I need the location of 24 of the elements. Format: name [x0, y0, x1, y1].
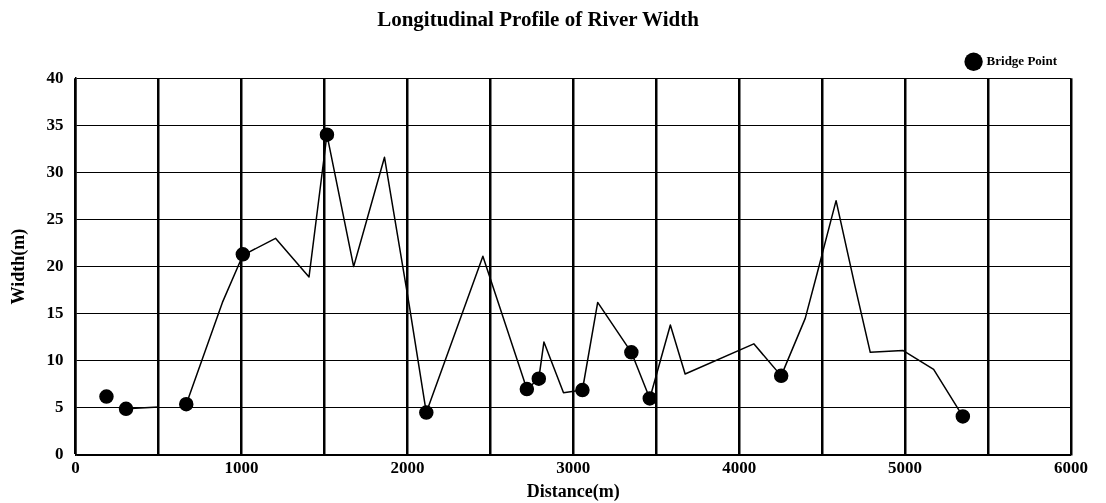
y-tick-label: 30 — [46, 161, 64, 181]
y-axis-title: Width(m) — [8, 228, 30, 305]
x-tick-label: 2000 — [390, 457, 425, 477]
x-tick-label: 4000 — [722, 457, 757, 477]
legend-label: Bridge Point — [986, 53, 1058, 69]
x-tick-label: 1000 — [224, 457, 259, 477]
chart-title: Longitudinal Profile of River Width — [377, 7, 700, 32]
point — [118, 401, 134, 417]
y-tick-label: 35 — [46, 114, 64, 134]
point — [179, 396, 194, 412]
point — [99, 389, 114, 404]
x-axis-title: Distance(m) — [526, 480, 620, 502]
y-tick-label: 15 — [46, 303, 64, 323]
y-tick-label: 20 — [46, 255, 64, 275]
y-tick-label: 40 — [46, 67, 64, 87]
y-tick-label: 25 — [46, 208, 64, 228]
y-tick-label: 10 — [46, 350, 64, 370]
y-tick-label: 0 — [55, 444, 64, 464]
x-tick-label: 5000 — [888, 457, 923, 477]
point — [955, 409, 971, 424]
x-tick-label: 3000 — [556, 457, 591, 477]
y-tick-label: 5 — [55, 397, 64, 417]
x-tick-label: 0 — [71, 457, 80, 477]
x-tick-label: 6000 — [1054, 457, 1088, 477]
